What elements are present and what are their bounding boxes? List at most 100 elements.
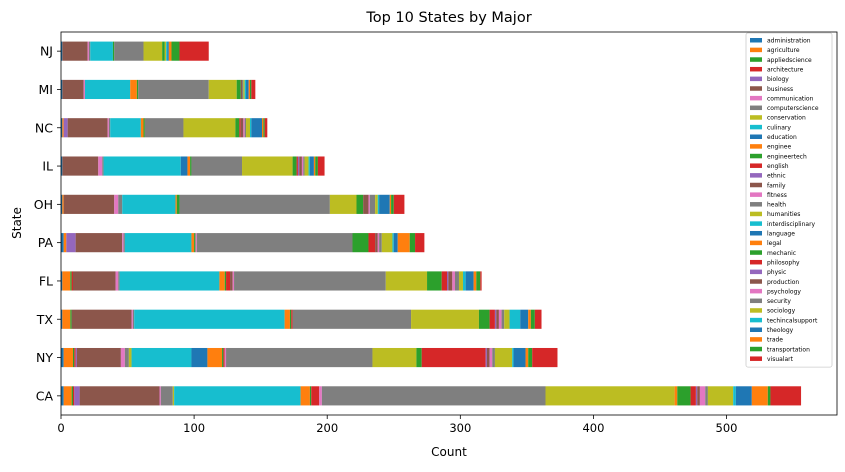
bar-segment-sociology-FL [458,271,463,291]
bar-segment-communication-NY [120,347,125,368]
bar-segment-agriculture-NC [62,118,64,138]
bar-segment-engineertech-IL [190,156,192,176]
bar-segment-health-NJ [114,41,144,61]
legend-swatch-architecture [750,66,762,72]
bar-segment-communication-CA [159,386,161,406]
legend-label-agriculture: agriculture [767,47,800,54]
bar-segment-transportation-FL [476,271,481,291]
bar-segment-theology-CA [735,386,752,406]
bar-segment-english-NY [223,347,225,368]
bar-segment-health-FL [234,271,386,291]
bar-segment-humanities-NC [183,118,236,138]
bar-segment-humanities-NJ [143,41,163,61]
legend-label-administration: administration [767,38,811,45]
bar-segment-communication-OH [114,194,119,214]
bar-segment-visualart-OH [393,194,405,214]
bar-segment-sociology-PA [381,233,393,253]
bar-segment-techincalsupport-IL [308,156,310,176]
bar-segment-mechanic-NY [416,347,422,368]
bar-segment-sociology-IL [304,156,309,176]
bar-segment-transportation-NC [263,118,265,138]
bar-segment-theology-NY [513,347,526,368]
legend-label-family: family [767,182,786,189]
legend-frame [745,32,833,368]
bar-segment-techincalsupport-NY [512,347,514,368]
bars-layer [61,41,802,406]
legend-label-mechanic: mechanic [767,250,796,257]
bar-segment-production-OH [363,194,369,214]
bar-segment-administration-FL [61,271,63,291]
bar-segment-engineertech-TX [289,309,292,329]
bar-segment-physic-FL [447,271,449,291]
bar-segment-culinary-OH [122,194,176,214]
bar-segment-transportation-CA [767,386,771,406]
bar-segment-security-PA [379,233,382,253]
bar-segment-visualart-CA [770,386,802,406]
bar-segment-sociology-CA [707,386,734,406]
bar-segment-communication-NC [107,118,109,138]
bar-segment-production-PA [375,233,378,253]
bar-segment-philosophy-NY [421,347,486,368]
bar-segment-agriculture-NY [63,347,73,368]
bar-segment-security-TX [501,309,505,329]
legend-swatch-legal [750,240,762,246]
bar-segment-transportation-NJ [171,41,180,61]
bar-segment-visualart-MI [251,79,256,100]
y-tick-label: TX [36,312,54,327]
bar-segment-psychology-CA [699,386,706,406]
bar-segment-physic-IL [297,156,300,176]
legend-label-fitness: fitness [767,192,787,199]
legend-label-conservation: conservation [767,115,806,122]
bar-segment-appliedscience-TX [70,309,72,329]
bar-segment-enginee-TX [284,309,290,329]
legend-label-enginee: enginee [767,144,791,151]
legend-swatch-production [750,279,762,284]
bar-segment-production-MI [240,79,243,100]
bar-segment-computerscience-OH [118,194,123,214]
y-tick-label: NJ [40,44,53,59]
bar-segment-enginee-CA [300,386,310,406]
bar-segment-sociology-NJ [164,41,167,61]
legend-label-english: english [767,163,789,170]
bar-segment-humanities-FL [385,271,428,291]
bar-segment-english-FL [226,271,231,291]
bar-segment-mechanic-NC [235,118,240,138]
legend-label-production: production [767,279,799,286]
bar-segment-engineertech-NY [222,347,224,368]
bar-segment-health-PA [196,233,353,253]
y-tick-label: NY [36,350,53,365]
bar-segment-computerscience-NJ [88,41,91,61]
bar-segment-business-CA [79,386,160,406]
bar-segment-administration-NJ [61,41,63,61]
bar-segment-health-TX [292,309,412,329]
legend-swatch-techincalsupport [750,317,762,323]
bar-segment-business-MI [62,79,84,100]
bar-segment-culinary-PA [124,233,192,253]
bar-segment-theology-PA [393,233,398,253]
legend-swatch-agriculture [750,47,762,53]
bar-segment-administration-IL [61,156,63,176]
bar-segment-culinary-NC [110,118,141,138]
bar-segment-culinary-NY [131,347,192,368]
bar-segment-philosophy-NC [239,118,241,138]
bar-segment-biology-PA [66,233,76,253]
legend-swatch-humanities [750,211,762,217]
bar-segment-appliedscience-NY [72,347,75,368]
bar-segment-physic-TX [494,309,497,329]
bar-segment-engineertech-CA [309,386,312,406]
bar-segment-health-IL [191,156,243,176]
bar-segment-security-MI [242,79,244,100]
bar-segment-transportation-IL [315,156,318,176]
x-tick-label: 300 [449,421,471,435]
legend-label-humanities: humanities [767,211,800,218]
axes-layer: 0 100 200 300 400 500 CA NY TX FL PA OH IL NC MI NJ [34,31,838,435]
bar-segment-trade-MI [248,79,251,100]
bar-segment-techincalsupport-PA [392,233,394,253]
bar-segment-computerscience-NC [108,118,111,138]
bar-segment-enginee-OH [175,194,177,214]
legend-label-physic: physic [767,269,786,276]
bar-segment-theology-IL [309,156,314,176]
bar-segment-business-NJ [62,41,88,61]
legend-swatch-interdisciplinary [750,221,762,226]
bar-segment-humanities-CA [545,386,675,406]
